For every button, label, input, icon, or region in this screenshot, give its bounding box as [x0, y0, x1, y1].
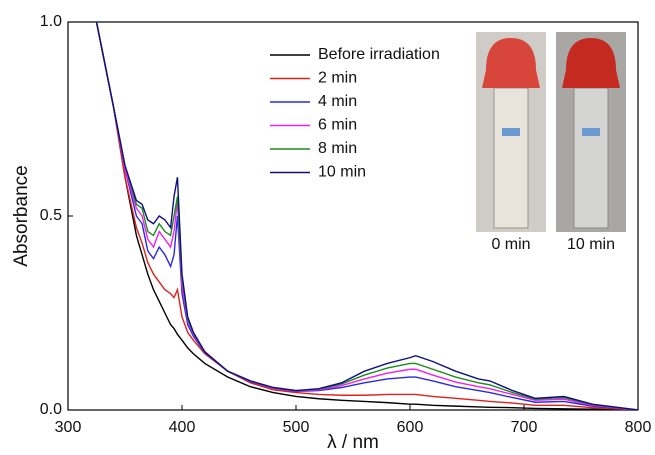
y-axis-title: Absorbance: [11, 165, 32, 266]
y-tick-label: 0.0: [40, 401, 62, 418]
inset-label: 10 min: [567, 236, 615, 253]
legend-label: 10 min: [318, 164, 366, 181]
x-tick-label: 600: [397, 419, 424, 436]
y-tick-label: 1.0: [40, 13, 62, 30]
x-axis-title: λ / nm: [327, 432, 379, 453]
legend-label: Before irradiation: [318, 46, 440, 63]
data-line: [95, 22, 638, 410]
plot-lines: [95, 22, 638, 410]
legend-label: 2 min: [318, 70, 357, 87]
data-line: [95, 22, 638, 410]
legend-label: 8 min: [318, 140, 357, 157]
inset-photo: [476, 32, 626, 232]
inset-label: 0 min: [491, 236, 530, 253]
x-tick-label: 400: [169, 419, 196, 436]
x-tick-label: 500: [283, 419, 310, 436]
x-tick-label: 700: [511, 419, 538, 436]
x-tick-label: 300: [55, 419, 82, 436]
legend-label: 6 min: [318, 117, 357, 134]
data-line: [95, 22, 638, 410]
legend-label: 4 min: [318, 93, 357, 110]
y-tick-label: 0.5: [40, 207, 62, 224]
x-tick-label: 800: [625, 419, 652, 436]
